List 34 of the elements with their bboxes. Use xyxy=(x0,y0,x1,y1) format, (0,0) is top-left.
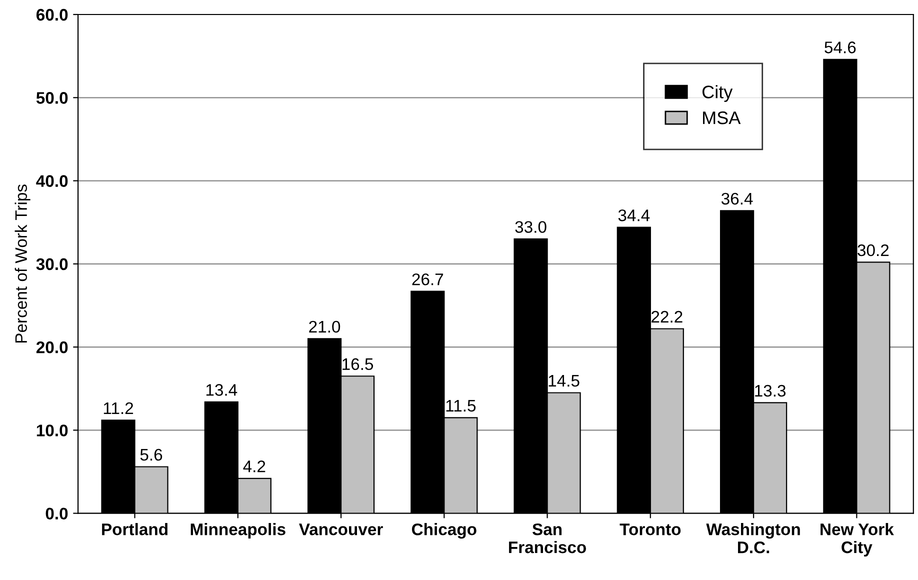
y-tick-label: 0.0 xyxy=(46,508,68,520)
data-label: 16.5 xyxy=(342,358,374,370)
data-label: 26.7 xyxy=(412,273,444,286)
y-tick-label: 60.0 xyxy=(36,8,68,21)
legend-label: City xyxy=(702,85,733,102)
x-tick-label: Chicago xyxy=(412,523,476,539)
data-label: 13.3 xyxy=(755,384,786,397)
x-tick-label: New York City xyxy=(820,523,894,557)
legend-label: MSA xyxy=(703,111,741,124)
data-label: 11.5 xyxy=(446,400,476,412)
y-tick-label: 20.0 xyxy=(36,341,68,354)
data-label: 22.2 xyxy=(652,310,682,323)
data-label: 4.2 xyxy=(243,460,266,472)
data-label: 5.6 xyxy=(140,448,162,461)
data-label: 21.0 xyxy=(309,320,340,333)
data-label: 34.4 xyxy=(618,209,650,222)
data-label: 33.0 xyxy=(515,221,546,233)
data-label: 11.2 xyxy=(104,402,134,414)
x-tick-label: San Francisco xyxy=(509,523,586,554)
y-tick-label: 30.0 xyxy=(36,258,68,270)
data-label: 30.2 xyxy=(858,244,889,256)
y-tick-label: 10.0 xyxy=(36,424,68,436)
data-label: 36.4 xyxy=(721,192,753,205)
data-label: 14.5 xyxy=(548,375,580,387)
y-tick-label: 40.0 xyxy=(36,175,68,187)
data-label: 54.6 xyxy=(824,42,856,54)
x-tick-label: Minneapolis xyxy=(190,523,286,539)
x-tick-label: Vancouver xyxy=(298,524,383,536)
y-tick-label: 50.0 xyxy=(36,92,68,104)
x-tick-label: Washington D.C. xyxy=(706,523,800,554)
x-tick-label: Portland xyxy=(102,523,168,536)
x-tick-label: Toronto xyxy=(620,524,681,536)
y-axis-title: Percent of Work Trips xyxy=(14,184,30,342)
data-label: 13.4 xyxy=(206,384,238,396)
